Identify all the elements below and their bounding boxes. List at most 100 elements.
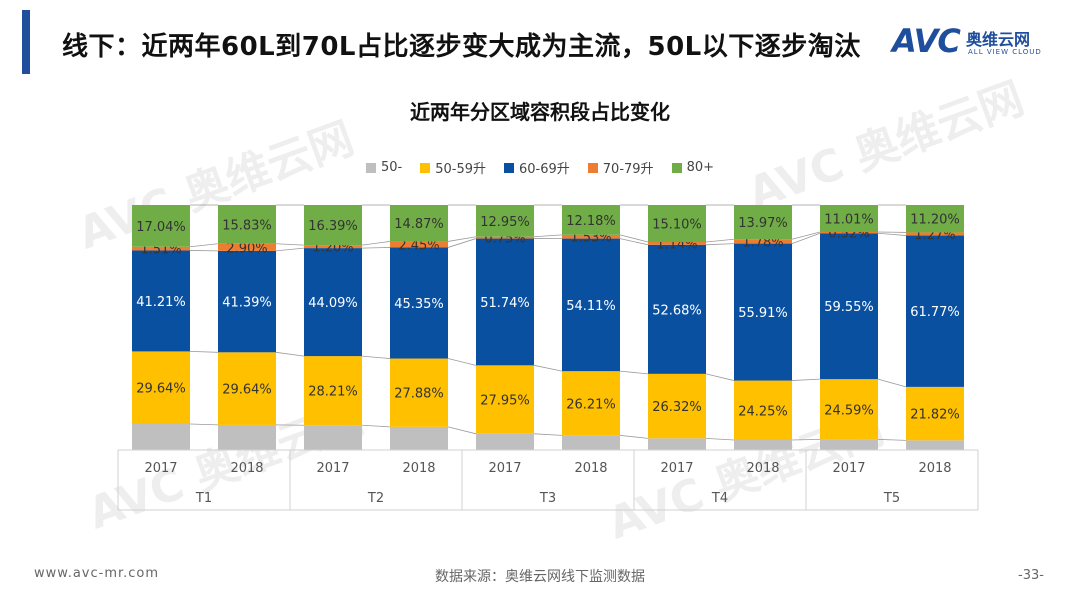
connector-line <box>361 355 391 359</box>
legend-item: 70-79升 <box>587 158 654 177</box>
connector-line <box>361 424 391 428</box>
legend-label: 80+ <box>686 160 714 175</box>
x-tick-label: 2018 <box>746 461 779 476</box>
connector-line <box>619 238 649 246</box>
legend-swatch <box>587 162 598 173</box>
data-label: 52.68% <box>652 303 702 318</box>
connector-line <box>705 373 735 381</box>
group-label: T1 <box>195 491 212 506</box>
data-label: 29.64% <box>136 382 186 397</box>
data-label: 21.82% <box>910 408 960 423</box>
connector-line <box>447 238 477 248</box>
connector-line <box>533 234 563 238</box>
legend-swatch <box>671 162 682 173</box>
bar-segment <box>390 205 448 242</box>
data-label: 15.83% <box>222 218 272 233</box>
data-label: 61.77% <box>910 305 960 320</box>
bar-segment <box>906 386 964 441</box>
data-label: 14.87% <box>394 217 444 232</box>
bar-segment <box>906 232 964 236</box>
data-label: 24.59% <box>824 403 874 418</box>
x-tick-label: 2017 <box>488 461 521 476</box>
bar-segment <box>304 356 362 426</box>
avc-logo: AVC 奥维云网 ALL VIEW CLOUD <box>892 22 1062 62</box>
bar-segment <box>648 438 706 450</box>
legend-item: 50-59升 <box>420 158 486 177</box>
x-tick-label: 2017 <box>316 461 349 476</box>
data-label: 41.21% <box>136 295 186 310</box>
bar-segment <box>304 248 362 357</box>
bar-segment <box>132 250 190 352</box>
connector-line <box>619 434 649 439</box>
bar-segment <box>304 205 362 246</box>
group-label: T2 <box>367 491 384 506</box>
bar-segment <box>218 250 276 353</box>
x-tick-label: 2017 <box>144 461 177 476</box>
connector-line <box>877 438 907 441</box>
connector-line <box>447 236 477 242</box>
connector-line <box>189 243 219 248</box>
bar-segment <box>734 239 792 244</box>
data-label: 2.45% <box>398 238 439 253</box>
legend-item: 80+ <box>671 158 714 177</box>
data-label: 24.25% <box>738 404 788 419</box>
website-url: www.avc-mr.com <box>34 566 160 581</box>
data-label: 45.35% <box>394 297 444 312</box>
bar-segment <box>734 243 792 381</box>
data-label: 51.74% <box>480 296 530 311</box>
bar-segment <box>820 205 878 232</box>
connector-line <box>791 232 821 244</box>
connector-line <box>275 243 305 246</box>
x-tick-label: 2018 <box>230 461 263 476</box>
data-label: 15.10% <box>652 217 702 232</box>
connector-line <box>877 232 907 236</box>
data-label: 11.20% <box>910 213 960 228</box>
x-tick-label: 2017 <box>660 461 693 476</box>
bar-segment <box>132 424 190 450</box>
data-label: 13.97% <box>738 216 788 231</box>
bar-segment <box>734 439 792 450</box>
legend-label: 60-69升 <box>519 162 570 177</box>
bar-segment <box>820 439 878 450</box>
connector-line <box>705 243 735 246</box>
bar-segment <box>390 247 448 359</box>
bar-segment <box>906 440 964 450</box>
group-label: T5 <box>883 491 900 506</box>
data-label: 27.88% <box>394 387 444 402</box>
x-tick-label: 2017 <box>832 461 865 476</box>
connector-line <box>361 241 391 246</box>
bar-segment <box>132 351 190 425</box>
bar-segment <box>734 205 792 240</box>
data-label: 12.18% <box>566 214 616 229</box>
legend-swatch <box>504 162 514 173</box>
bar-segment <box>304 425 362 450</box>
bar-segment <box>218 205 276 244</box>
group-label: T3 <box>539 491 556 506</box>
data-label: 16.39% <box>308 219 358 234</box>
connector-line <box>275 351 305 357</box>
data-label: 59.55% <box>824 300 874 315</box>
connector-line <box>361 247 391 249</box>
legend-label: 50-59升 <box>435 162 486 177</box>
bar-segment <box>390 358 448 427</box>
logo-cn-text: 奥维云网 <box>966 30 1031 49</box>
connector-line <box>619 234 649 243</box>
bar-segment <box>562 435 620 450</box>
bar-segment <box>734 380 792 440</box>
bar-segment <box>820 231 878 234</box>
connector-line <box>189 351 219 353</box>
x-tick-label: 2018 <box>402 461 435 476</box>
bar-segment <box>648 373 706 439</box>
bar-segment <box>648 241 706 245</box>
connector-line <box>447 426 477 435</box>
bar-segment <box>132 205 190 247</box>
title-accent-bar <box>22 10 30 74</box>
connector-line <box>533 364 563 372</box>
data-label: 12.95% <box>480 215 530 230</box>
group-label: T4 <box>711 491 728 506</box>
connector-line <box>619 370 649 375</box>
legend-swatch <box>420 162 431 173</box>
bar-segment <box>562 234 620 239</box>
connector-line <box>877 378 907 388</box>
bar-segment <box>218 424 276 450</box>
